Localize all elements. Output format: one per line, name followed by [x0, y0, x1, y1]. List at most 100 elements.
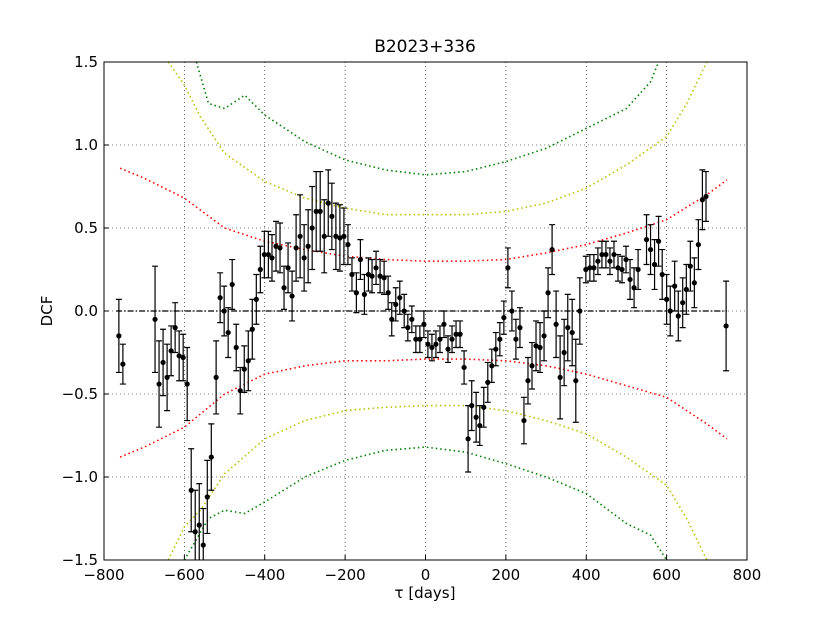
data-point [647, 246, 654, 253]
data-point [313, 208, 319, 214]
plot-frame [103, 61, 748, 561]
data-point [385, 290, 391, 296]
x-tick-label: −200 [325, 566, 366, 584]
data-point [611, 251, 617, 258]
data-point [557, 374, 563, 380]
data-point [465, 436, 471, 442]
data-point [409, 316, 415, 322]
data-point [577, 308, 583, 314]
data-point [241, 366, 247, 372]
data-point [433, 341, 439, 347]
data-point [353, 290, 359, 296]
data-point [152, 316, 158, 322]
data-point [607, 258, 613, 264]
data-point [517, 325, 523, 331]
data-point [481, 404, 487, 410]
data-point [457, 331, 463, 337]
data-point [116, 333, 122, 339]
data-point [485, 379, 491, 385]
data-point [405, 325, 411, 331]
data-point [156, 381, 162, 387]
data-point [269, 255, 275, 261]
significance-curve [167, 404, 708, 560]
data-point [349, 271, 355, 278]
data-point [691, 280, 697, 286]
data-point [172, 325, 178, 331]
data-point [176, 353, 182, 359]
significance-curve [119, 358, 728, 458]
data-point [591, 265, 597, 271]
data-point [345, 242, 351, 248]
data-point [449, 336, 455, 342]
x-tick-label: 400 [572, 566, 601, 584]
x-tick-label: 200 [492, 566, 521, 584]
data-point [680, 300, 686, 306]
y-tick-label: 0.0 [74, 302, 98, 320]
y-tick-label: 1.0 [74, 136, 98, 154]
data-point [425, 341, 431, 347]
data-point [619, 266, 625, 273]
data-point [377, 273, 383, 279]
data-point [357, 256, 363, 263]
y-tick-label: −1.0 [62, 468, 98, 486]
data-point [208, 454, 214, 460]
data-point [533, 343, 539, 349]
data-point [445, 346, 451, 352]
data-point [695, 242, 701, 248]
y-tick-label: 1.5 [74, 53, 98, 71]
data-point [501, 315, 507, 321]
data-point [545, 290, 551, 296]
data-point [453, 331, 459, 337]
data-point [525, 378, 531, 384]
data-point [221, 308, 227, 314]
data-point [317, 208, 323, 214]
data-point [160, 359, 166, 366]
data-point [333, 233, 339, 239]
data-point [397, 295, 403, 301]
chart-title: B2023+336 [374, 37, 476, 57]
data-point [703, 193, 709, 200]
significance-curve [195, 62, 660, 176]
data-point [373, 265, 379, 271]
data-point [521, 417, 527, 424]
data-point [553, 321, 559, 327]
data-point [473, 414, 479, 420]
data-point [337, 235, 343, 241]
data-point [273, 243, 279, 249]
data-point [200, 542, 206, 548]
data-point [655, 238, 662, 244]
x-tick-label: 800 [733, 566, 762, 584]
data-point [196, 522, 202, 528]
data-point [277, 245, 283, 251]
data-point [401, 308, 407, 314]
data-point [180, 354, 186, 361]
data-point [537, 344, 543, 351]
data-point [285, 265, 291, 271]
data-point [325, 200, 331, 206]
x-tick-label: −600 [164, 566, 205, 584]
x-tick-label: −800 [83, 566, 124, 584]
data-point [599, 251, 605, 258]
data-point [615, 265, 621, 271]
x-tick-label: 600 [652, 566, 681, 584]
data-point [603, 251, 609, 258]
data-point [505, 265, 511, 271]
data-point [587, 265, 593, 271]
data-point [321, 233, 327, 239]
data-point [723, 323, 729, 329]
data-point [281, 285, 287, 291]
data-point [635, 266, 641, 273]
data-point [301, 255, 307, 261]
data-point [469, 403, 475, 409]
data-point [667, 308, 673, 314]
data-point [509, 308, 515, 314]
data-point [297, 233, 303, 239]
y-tick-label: −1.5 [62, 551, 98, 569]
data-point [489, 363, 495, 369]
data-point [233, 344, 239, 351]
data-point [293, 245, 299, 251]
data-point [305, 243, 311, 249]
data-point [569, 329, 575, 336]
data-point [184, 381, 190, 387]
